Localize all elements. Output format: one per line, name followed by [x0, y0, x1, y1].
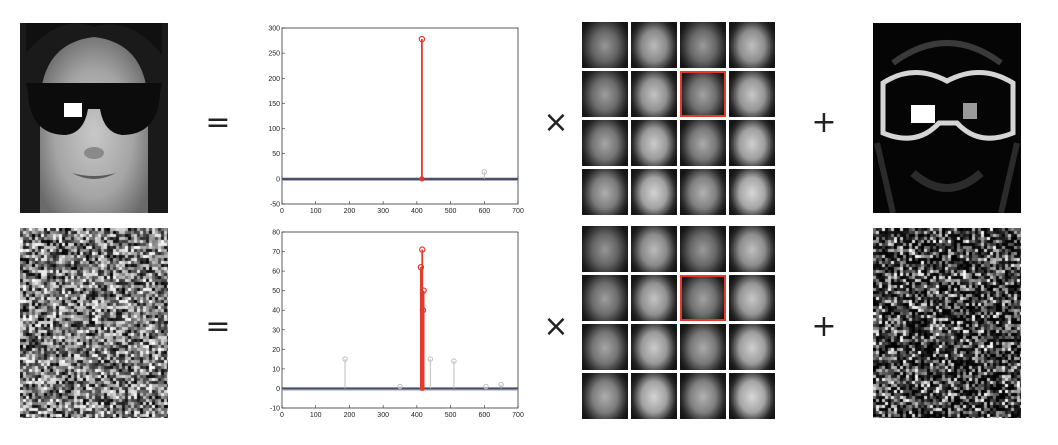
minor-stem-marker [342, 356, 348, 362]
y-tick-label: 10 [272, 366, 280, 373]
training-face [729, 373, 775, 419]
times-sign: × [543, 309, 569, 344]
x-tick-label: 700 [512, 208, 524, 215]
training-face [631, 169, 677, 215]
times-sign: × [543, 105, 569, 140]
training-face [582, 71, 628, 117]
training-face [582, 324, 628, 370]
training-face [631, 22, 677, 68]
training-face [582, 226, 628, 272]
y-tick-label: -10 [270, 406, 280, 413]
plot-frame [281, 231, 519, 409]
y-tick-label: -50 [270, 202, 280, 209]
training-face [582, 22, 628, 68]
training-face [680, 324, 726, 370]
plot-frame [281, 27, 519, 205]
x-tick-label: 0 [280, 412, 284, 419]
training-face [680, 373, 726, 419]
corruption-error-image [873, 228, 1021, 418]
y-tick-label: 100 [268, 126, 280, 133]
y-tick-label: 50 [272, 288, 280, 295]
training-face [729, 120, 775, 166]
minor-stem-marker [397, 383, 403, 390]
training-face [729, 71, 775, 117]
training-face [680, 169, 726, 215]
training-face [680, 120, 726, 166]
x-tick-label: 500 [445, 208, 457, 215]
corrupted-face-image [20, 228, 168, 418]
minor-stem-marker [483, 383, 489, 390]
x-tick-label: 600 [478, 208, 490, 215]
minor-stem-marker [427, 356, 434, 362]
y-tick-label: 20 [272, 347, 280, 354]
highlight-stem-marker [420, 287, 427, 294]
face-dictionary-grid-1 [582, 22, 775, 215]
y-tick-label: 60 [272, 269, 280, 276]
training-face [631, 275, 677, 321]
minor-stem-marker [481, 169, 487, 175]
x-tick-label: 200 [344, 412, 356, 419]
training-face [631, 226, 677, 272]
y-tick-label: 300 [268, 26, 280, 33]
training-face [729, 324, 775, 370]
training-face [680, 226, 726, 272]
x-tick-label: 300 [377, 412, 389, 419]
training-face [582, 169, 628, 215]
training-face [582, 373, 628, 419]
y-tick-label: 30 [272, 327, 280, 334]
highlight-stem-marker [419, 246, 426, 253]
training-face [729, 169, 775, 215]
training-face [631, 120, 677, 166]
highlight-stem-base [419, 385, 425, 392]
y-tick-label: 200 [268, 76, 280, 83]
y-tick-label: 0 [276, 386, 280, 393]
y-tick-label: 150 [268, 101, 280, 108]
training-face [729, 226, 775, 272]
x-tick-label: 100 [310, 412, 322, 419]
occlusion-error-image [873, 23, 1021, 213]
training-face [631, 324, 677, 370]
x-tick-label: 200 [344, 208, 356, 215]
training-face [680, 22, 726, 68]
y-tick-label: 70 [272, 249, 280, 256]
selected-training-face [680, 275, 726, 321]
y-tick-label: 80 [272, 230, 280, 237]
selected-training-face [680, 71, 726, 117]
occluded-face-image [20, 23, 168, 213]
minor-stem-marker [498, 381, 504, 388]
x-tick-label: 500 [445, 412, 457, 419]
training-face [582, 120, 628, 166]
training-face [729, 275, 775, 321]
highlight-stem-marker [418, 35, 426, 43]
highlight-stem-marker [419, 307, 427, 314]
highlight-stem-base [419, 176, 425, 182]
y-tick-label: 250 [268, 51, 280, 58]
training-face [631, 71, 677, 117]
x-tick-label: 0 [280, 208, 284, 215]
y-tick-label: 40 [272, 308, 280, 315]
plus-sign: + [811, 105, 837, 140]
highlight-stem-marker [417, 264, 425, 271]
training-face [631, 373, 677, 419]
coefficient-stem-plot-1: -50 0 50 100 150 200 250 300 0 100 200 300 400 500 600… [262, 22, 524, 218]
training-face [729, 22, 775, 68]
x-tick-label: 400 [411, 412, 423, 419]
plus-sign: + [811, 309, 837, 344]
equals-sign: = [205, 105, 231, 140]
face-dictionary-grid-2 [582, 226, 775, 419]
y-tick-label: 50 [272, 151, 280, 158]
y-tick-label: 0 [276, 176, 280, 183]
x-tick-label: 100 [310, 208, 322, 215]
equals-sign: = [205, 309, 231, 344]
minor-stem-marker [451, 358, 457, 364]
x-tick-label: 300 [377, 208, 389, 215]
coefficient-stem-plot-2: -10 0 10 20 30 40 50 60 70 80 0 100 200 300 400 500 600 7… [262, 226, 524, 422]
x-tick-label: 400 [411, 208, 423, 215]
training-face [582, 275, 628, 321]
x-tick-label: 700 [512, 412, 524, 419]
x-tick-label: 600 [478, 412, 490, 419]
